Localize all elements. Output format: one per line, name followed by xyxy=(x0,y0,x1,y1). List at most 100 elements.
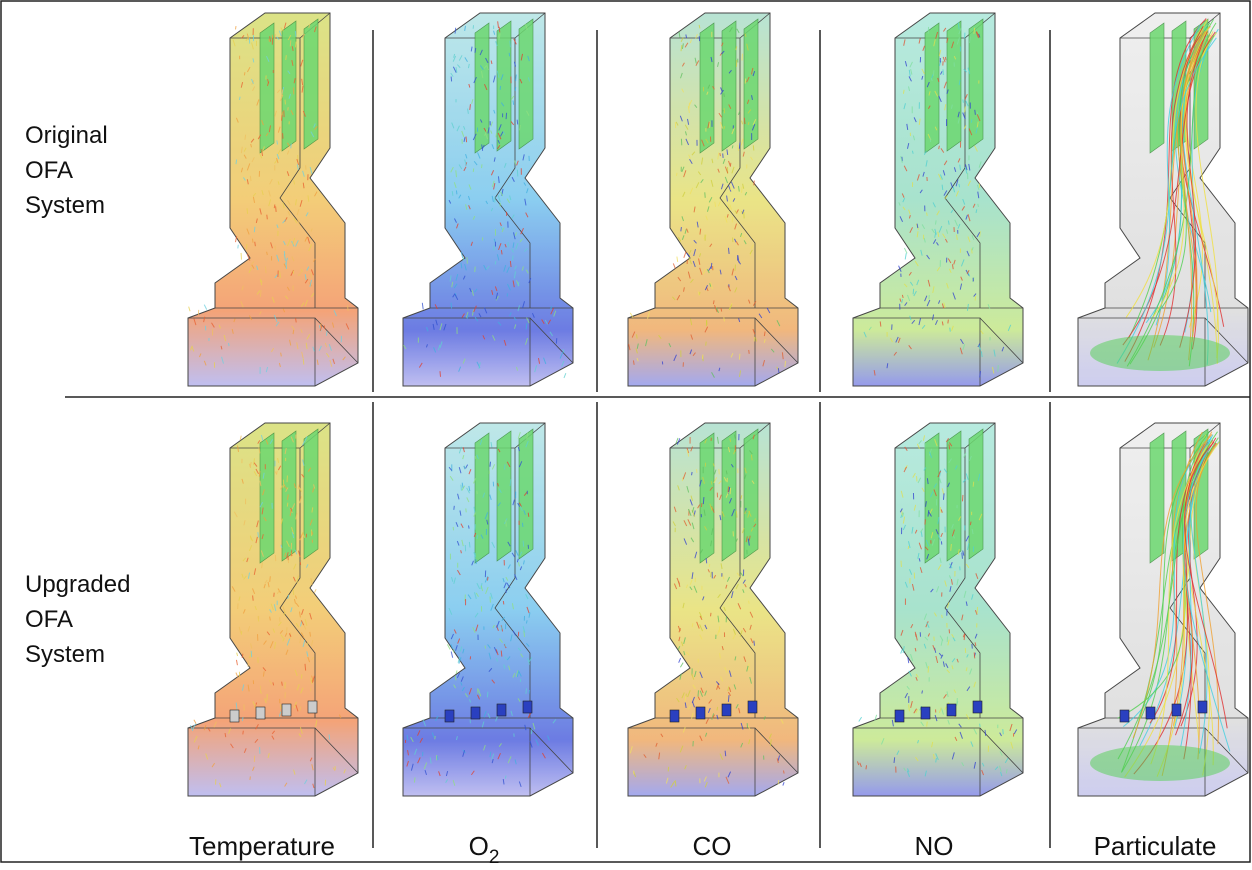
flow-vector xyxy=(194,720,196,724)
row-label-line: Original xyxy=(25,122,108,149)
column-label: CO xyxy=(693,831,732,861)
flow-vector xyxy=(950,328,951,332)
label-subscript: 2 xyxy=(489,847,500,865)
flow-vector xyxy=(732,145,733,148)
flow-vector xyxy=(927,213,928,216)
heat-exchanger xyxy=(925,433,939,563)
flow-vector xyxy=(901,649,903,654)
flow-vector xyxy=(440,371,441,377)
flow-vector xyxy=(347,305,348,310)
flow-vector xyxy=(239,97,240,100)
flow-vector xyxy=(506,520,507,527)
heat-exchanger xyxy=(1150,433,1164,563)
flow-vector xyxy=(681,227,682,231)
flow-vector xyxy=(936,758,937,762)
flow-vector xyxy=(963,99,964,102)
boiler-render xyxy=(853,423,1023,796)
ofa-port xyxy=(256,707,265,719)
flow-vector xyxy=(633,360,634,364)
heat-exchanger xyxy=(475,23,489,153)
flow-vector xyxy=(455,28,456,34)
flow-vector xyxy=(942,615,943,618)
ofa-port xyxy=(670,710,679,722)
flow-vector xyxy=(692,623,693,627)
flow-vector xyxy=(505,776,506,779)
row-label-line: System xyxy=(25,192,105,219)
flow-vector xyxy=(228,343,229,346)
flow-vector xyxy=(728,248,729,254)
flow-vector xyxy=(728,695,729,702)
ofa-port xyxy=(1198,701,1207,713)
flow-vector xyxy=(204,305,207,310)
flow-vector xyxy=(960,165,961,170)
flow-vector xyxy=(454,506,455,510)
flow-vector xyxy=(236,160,237,165)
boiler-render xyxy=(188,13,358,386)
flow-vector xyxy=(495,261,496,264)
figure: Original OFA System Upgraded OFA System … xyxy=(0,0,1252,865)
heat-exchanger xyxy=(744,19,758,149)
flow-vector xyxy=(913,289,914,294)
flow-vector xyxy=(265,266,266,273)
flow-vector xyxy=(866,765,867,769)
flow-vector xyxy=(724,317,725,321)
boiler-render xyxy=(403,423,573,796)
flow-vector xyxy=(517,120,518,125)
heat-exchanger xyxy=(282,431,296,561)
heat-exchanger xyxy=(282,21,296,151)
flow-vector xyxy=(736,511,737,518)
flow-vector xyxy=(290,40,291,46)
flow-vector xyxy=(274,204,275,208)
ofa-port xyxy=(523,701,532,713)
flow-vector xyxy=(974,652,975,658)
flow-vector xyxy=(754,181,755,186)
flow-vector xyxy=(902,510,903,515)
flow-vector xyxy=(526,688,527,693)
ofa-port xyxy=(471,707,480,719)
flow-vector xyxy=(679,658,681,663)
flow-vector xyxy=(414,777,415,782)
flow-vector xyxy=(943,493,944,499)
ofa-port xyxy=(921,707,930,719)
flow-vector xyxy=(785,361,786,367)
heat-exchanger xyxy=(260,23,274,153)
flow-vector xyxy=(526,620,527,623)
flow-vector xyxy=(939,146,940,149)
column-labels: Temperature O2 CO NO Particulate xyxy=(189,831,1216,865)
flow-vector xyxy=(496,133,497,137)
flow-vector xyxy=(975,110,976,115)
ofa-port xyxy=(1120,710,1129,722)
flow-vector xyxy=(501,651,502,657)
heat-exchanger xyxy=(304,19,318,149)
heat-exchanger xyxy=(700,23,714,153)
flow-vector xyxy=(259,471,260,477)
flow-vector xyxy=(677,257,678,262)
flow-vector xyxy=(720,153,721,156)
row-label-line: Upgraded xyxy=(25,571,130,598)
flow-vector xyxy=(254,227,255,232)
ofa-port xyxy=(497,704,506,716)
flow-vector xyxy=(305,664,306,671)
flow-vector xyxy=(1003,729,1004,734)
flow-vector xyxy=(236,703,237,710)
flow-vector xyxy=(236,660,237,665)
flow-vector xyxy=(564,373,566,378)
flow-vector xyxy=(528,513,529,517)
ofa-port xyxy=(445,710,454,722)
flow-vector xyxy=(247,208,248,214)
flow-vector xyxy=(713,300,714,304)
flow-vector xyxy=(964,634,965,640)
flow-vector xyxy=(324,325,325,328)
flow-vector xyxy=(296,318,297,322)
flow-vector xyxy=(980,371,981,377)
flow-vector xyxy=(636,334,637,338)
boiler-render xyxy=(1078,423,1248,796)
flow-vector xyxy=(985,730,986,736)
flow-vector xyxy=(730,438,731,442)
heat-exchanger xyxy=(519,19,533,149)
column-label: Temperature xyxy=(189,831,335,861)
flow-vector xyxy=(859,717,862,721)
flow-vector xyxy=(563,349,564,352)
heat-exchanger xyxy=(700,433,714,563)
flow-vector xyxy=(250,176,251,181)
